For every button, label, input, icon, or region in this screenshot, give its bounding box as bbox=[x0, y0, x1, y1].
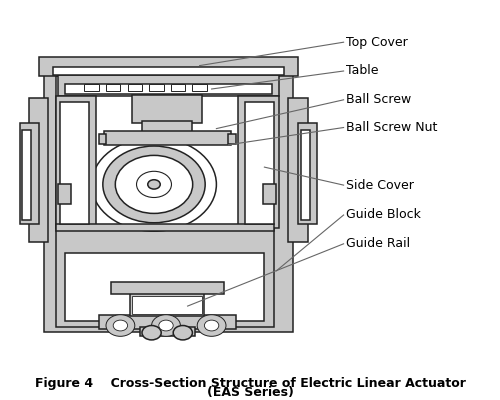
Circle shape bbox=[148, 180, 160, 189]
Text: Figure 4    Cross-Section Structure of Electric Linear Actuator: Figure 4 Cross-Section Structure of Elec… bbox=[34, 378, 466, 390]
Bar bbox=[53, 68, 284, 74]
Bar bbox=[58, 75, 279, 96]
Bar bbox=[56, 76, 274, 228]
Bar bbox=[263, 184, 276, 204]
Text: Side Cover: Side Cover bbox=[346, 179, 414, 192]
Bar bbox=[238, 96, 279, 228]
Bar bbox=[106, 84, 120, 91]
Circle shape bbox=[152, 315, 180, 336]
Bar bbox=[84, 84, 99, 91]
Circle shape bbox=[116, 155, 192, 214]
Bar bbox=[288, 98, 308, 242]
Bar bbox=[245, 102, 274, 224]
Circle shape bbox=[113, 320, 128, 331]
Text: Guide Block: Guide Block bbox=[346, 208, 421, 222]
Bar bbox=[22, 130, 30, 220]
Bar bbox=[171, 84, 185, 91]
Circle shape bbox=[197, 315, 226, 336]
Bar bbox=[99, 134, 106, 144]
Bar bbox=[29, 98, 48, 242]
Circle shape bbox=[106, 315, 135, 336]
Circle shape bbox=[204, 320, 219, 331]
Bar bbox=[56, 96, 96, 228]
Circle shape bbox=[142, 326, 161, 340]
Bar bbox=[39, 56, 298, 76]
Text: Ball Screw: Ball Screw bbox=[346, 93, 411, 106]
Text: Table: Table bbox=[346, 64, 378, 78]
Text: Top Cover: Top Cover bbox=[346, 36, 408, 49]
Bar bbox=[65, 84, 272, 94]
Text: Guide Rail: Guide Rail bbox=[346, 237, 410, 250]
Bar bbox=[111, 282, 224, 294]
Circle shape bbox=[173, 326, 193, 340]
Bar bbox=[44, 62, 293, 332]
Bar bbox=[228, 134, 235, 144]
Bar bbox=[130, 292, 204, 316]
Circle shape bbox=[92, 138, 216, 231]
Bar bbox=[56, 230, 274, 326]
Bar bbox=[192, 84, 207, 91]
Bar bbox=[149, 84, 164, 91]
Bar bbox=[298, 123, 317, 224]
Bar bbox=[142, 122, 192, 138]
Bar bbox=[58, 184, 71, 204]
Bar bbox=[56, 224, 274, 231]
Circle shape bbox=[103, 146, 205, 223]
Bar bbox=[65, 253, 264, 321]
Text: Ball Screw Nut: Ball Screw Nut bbox=[346, 121, 438, 134]
Circle shape bbox=[159, 320, 173, 331]
Bar bbox=[140, 326, 195, 336]
Bar bbox=[104, 131, 231, 145]
Bar bbox=[132, 296, 202, 314]
Bar bbox=[20, 123, 39, 224]
Text: (EAS Series): (EAS Series) bbox=[206, 386, 294, 399]
Bar bbox=[302, 130, 310, 220]
Circle shape bbox=[136, 171, 172, 198]
Bar bbox=[128, 84, 142, 91]
Bar bbox=[60, 102, 89, 224]
Bar bbox=[99, 315, 235, 329]
Bar bbox=[132, 95, 202, 123]
